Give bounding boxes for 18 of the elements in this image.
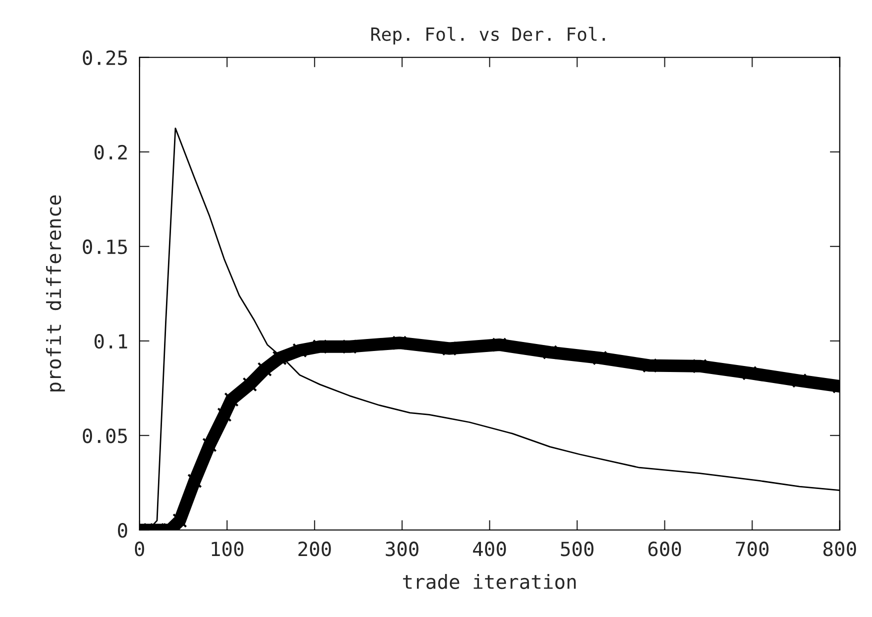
y-tick-label: 0.1 [94,334,128,349]
x-tick-label: 500 [560,542,594,556]
y-tick-label: 0.05 [82,428,127,444]
x-tick-label: 300 [386,542,418,556]
y-axis-title: profit difference [46,195,65,392]
x-tick-label: 800 [823,542,856,556]
x-axis-title: trade iteration [403,574,576,590]
x-tick-label: 700 [736,542,769,556]
x-tick-label: 400 [473,542,506,556]
chart-title: Rep. Fol. vs Der. Fol. [371,26,605,44]
x-tick-label: 0 [134,542,144,556]
y-tick-label: 0 [118,523,128,538]
y-tick-label: 0.25 [82,50,127,66]
x-tick-label: 200 [298,542,331,556]
x-tick-label: 600 [648,542,681,556]
x-tick-label: 100 [212,542,244,556]
y-tick-label: 0.2 [94,144,127,160]
y-tick-label: 0.15 [82,239,127,254]
